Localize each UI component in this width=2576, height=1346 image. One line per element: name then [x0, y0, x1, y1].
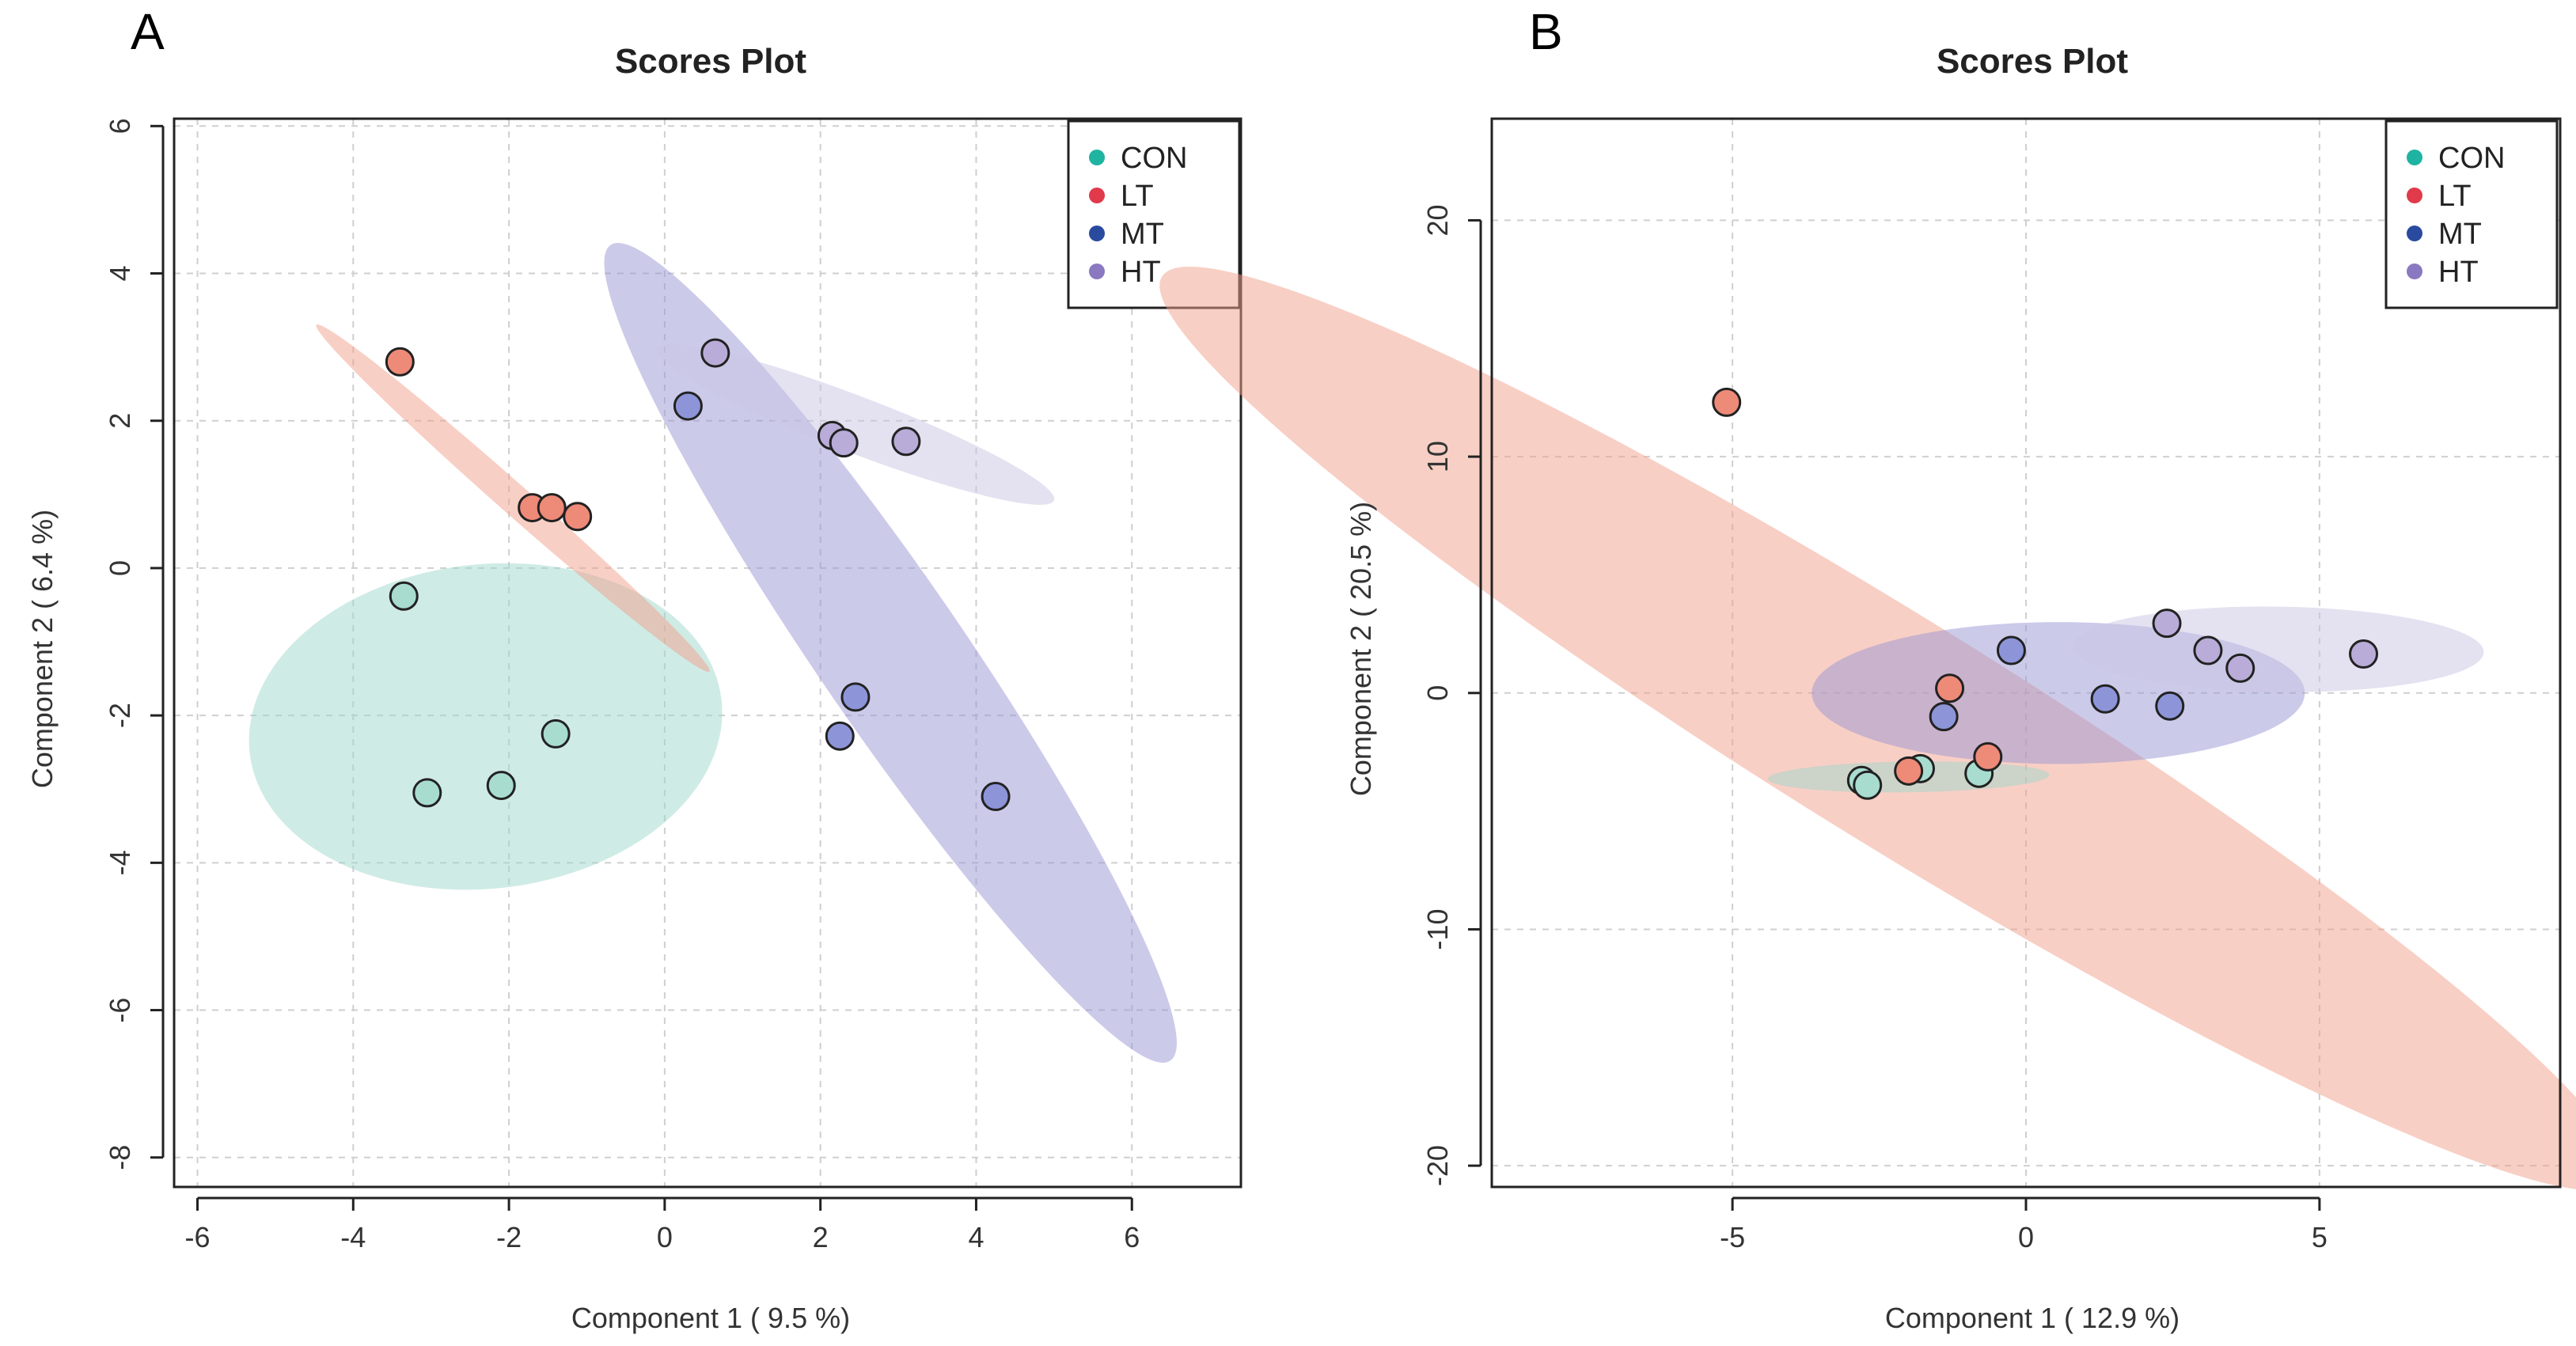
legend-label-mt: MT [1121, 218, 1164, 251]
legend-marker-lt [2407, 188, 2422, 203]
ellipse-con [248, 563, 723, 890]
x-tick-label: -2 [496, 1221, 522, 1253]
point-lt [385, 347, 415, 377]
legend-label-con: CON [1121, 142, 1187, 175]
legend-label-con: CON [2438, 142, 2505, 175]
point-lt [1712, 387, 1742, 417]
point-mt [2090, 684, 2120, 714]
y-tick-label: -8 [104, 1145, 136, 1170]
x-tick-label: -4 [340, 1221, 366, 1253]
point-mt [981, 782, 1011, 812]
legend-label-lt: LT [2438, 180, 2472, 213]
y-tick-label: -10 [1421, 908, 1454, 950]
legend-marker-mt [2407, 226, 2422, 241]
panel-b-letter: B [1529, 3, 1563, 60]
panel-b-x-axis-label: Component 1 ( 12.9 %) [1885, 1302, 2180, 1334]
x-tick-label: 6 [1124, 1221, 1140, 1253]
legend-label-lt: LT [1121, 180, 1154, 213]
x-tick-label: 4 [968, 1221, 984, 1253]
point-ht [2225, 653, 2255, 683]
y-tick-label: 0 [104, 560, 136, 576]
legend-label-mt: MT [2438, 218, 2482, 251]
legend-label-ht: HT [2438, 256, 2479, 289]
legend-marker-ht [2407, 264, 2422, 279]
point-mt [673, 391, 703, 421]
legend-label-ht: HT [1121, 256, 1161, 289]
point-con [412, 778, 442, 808]
panel-b-points [1712, 387, 2379, 800]
y-tick-label: -2 [104, 703, 136, 728]
point-lt [1973, 741, 2003, 772]
point-mt [1996, 635, 2026, 665]
panel-a-ellipses [248, 243, 1177, 1063]
point-con [389, 581, 419, 611]
y-tick-label: 2 [104, 413, 136, 429]
panel-a-y-axis-label: Component 2 ( 6.4 %) [26, 510, 59, 788]
point-ht [891, 427, 921, 457]
point-con [541, 718, 571, 749]
y-tick-label: 4 [104, 266, 136, 282]
y-tick-label: 10 [1421, 441, 1454, 472]
x-tick-label: 5 [2312, 1221, 2328, 1253]
y-tick-label: 0 [1421, 685, 1454, 701]
panel-b-ellipses [1159, 266, 2576, 1191]
ellipse-lt [316, 324, 710, 673]
ellipse-lt [1159, 266, 2576, 1191]
point-ht [829, 428, 859, 458]
panel-b: B Scores Plot -5 0 5 -20 -10 0 10 20 Component … [1159, 3, 2576, 1334]
x-tick-label: 0 [657, 1221, 673, 1253]
panel-b-axes: -5 0 5 -20 -10 0 10 20 [1421, 117, 2562, 1253]
legend-marker-con [1089, 150, 1105, 165]
point-lt [537, 493, 567, 523]
panel-a: A Scores Plot -6 -4 -2 0 2 4 6 -8 -6 -4 -2 0 2 4 6 Com… [26, 3, 1242, 1334]
point-ht [700, 338, 730, 368]
x-tick-label: -6 [185, 1221, 211, 1253]
x-tick-label: 0 [2018, 1221, 2034, 1253]
point-mt [840, 682, 871, 712]
point-mt [2155, 691, 2185, 721]
point-lt [1894, 756, 1924, 786]
point-mt [1929, 702, 1959, 732]
panel-b-legend: CON LT MT HT [2384, 119, 2559, 309]
panel-b-title: Scores Plot [1937, 42, 2128, 81]
panel-a-title: Scores Plot [615, 42, 806, 81]
y-tick-label: -20 [1421, 1145, 1454, 1186]
panel-a-x-axis-label: Component 1 ( 9.5 %) [571, 1302, 850, 1334]
x-tick-label: 2 [813, 1221, 829, 1253]
legend-marker-lt [1089, 188, 1105, 203]
plot-frame [1490, 117, 2562, 1189]
point-ht [2152, 609, 2182, 639]
panel-a-points [385, 338, 1011, 812]
legend-marker-con [2407, 150, 2422, 165]
point-lt [1935, 673, 1965, 703]
point-ht [2193, 635, 2223, 665]
point-mt [825, 721, 855, 751]
ellipse-ht [656, 343, 1055, 505]
panel-a-letter: A [131, 3, 165, 60]
point-con [486, 771, 516, 801]
point-ht [2349, 639, 2379, 669]
y-tick-label: 20 [1421, 204, 1454, 236]
legend-marker-mt [1089, 226, 1105, 241]
ellipse-mt [604, 243, 1177, 1063]
panel-b-y-axis-label: Component 2 ( 20.5 %) [1345, 502, 1377, 796]
panel-a-axes: -6 -4 -2 0 2 4 6 -8 -6 -4 -2 0 2 4 6 [104, 117, 1242, 1253]
y-tick-label: 6 [104, 118, 136, 134]
point-lt [563, 502, 593, 532]
y-tick-label: -4 [104, 850, 136, 875]
y-tick-label: -6 [104, 998, 136, 1023]
x-tick-label: -5 [1720, 1221, 1745, 1253]
legend-marker-ht [1089, 264, 1105, 279]
point-con [1853, 770, 1883, 800]
plot-frame [173, 117, 1242, 1189]
